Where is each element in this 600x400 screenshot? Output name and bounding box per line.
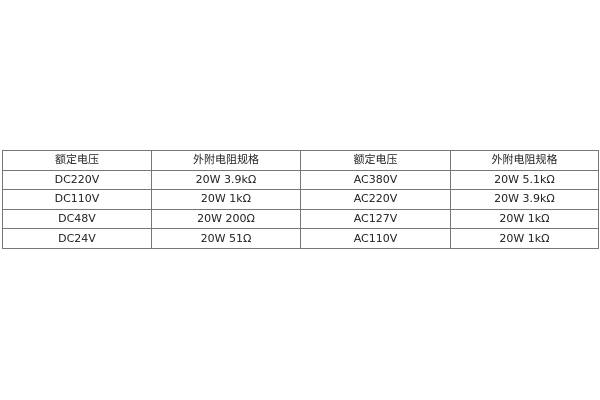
cell: 20W 1kΩ — [450, 228, 599, 249]
resistor-spec-table: 额定电压 外附电阻规格 额定电压 外附电阻规格 DC220V 20W 3.9kΩ… — [2, 150, 599, 249]
cell: 20W 5.1kΩ — [450, 169, 599, 191]
cell: 20W 1kΩ — [151, 189, 301, 210]
cell: AC380V — [300, 169, 451, 191]
cell: 20W 51Ω — [151, 228, 301, 249]
cell: AC220V — [300, 189, 451, 210]
cell: 20W 3.9kΩ — [450, 189, 599, 210]
cell: DC24V — [2, 228, 152, 249]
cell: 20W 1kΩ — [450, 208, 599, 230]
cell: DC110V — [2, 189, 152, 210]
table-row: DC48V 20W 200Ω AC127V 20W 1kΩ — [2, 208, 599, 230]
header-resistor-spec: 外附电阻规格 — [151, 150, 301, 171]
cell: 20W 200Ω — [151, 208, 301, 230]
cell: AC127V — [300, 208, 451, 230]
header-resistor-spec: 外附电阻规格 — [450, 150, 599, 171]
header-row: 额定电压 外附电阻规格 额定电压 外附电阻规格 — [2, 150, 599, 171]
table-row: DC110V 20W 1kΩ AC220V 20W 3.9kΩ — [2, 189, 599, 210]
cell: AC110V — [300, 228, 451, 249]
header-rated-voltage: 额定电压 — [300, 150, 451, 171]
cell: 20W 3.9kΩ — [151, 169, 301, 191]
cell: DC220V — [2, 169, 152, 191]
table-row: DC24V 20W 51Ω AC110V 20W 1kΩ — [2, 228, 599, 249]
header-rated-voltage: 额定电压 — [2, 150, 152, 171]
cell: DC48V — [2, 208, 152, 230]
table-row: DC220V 20W 3.9kΩ AC380V 20W 5.1kΩ — [2, 169, 599, 191]
